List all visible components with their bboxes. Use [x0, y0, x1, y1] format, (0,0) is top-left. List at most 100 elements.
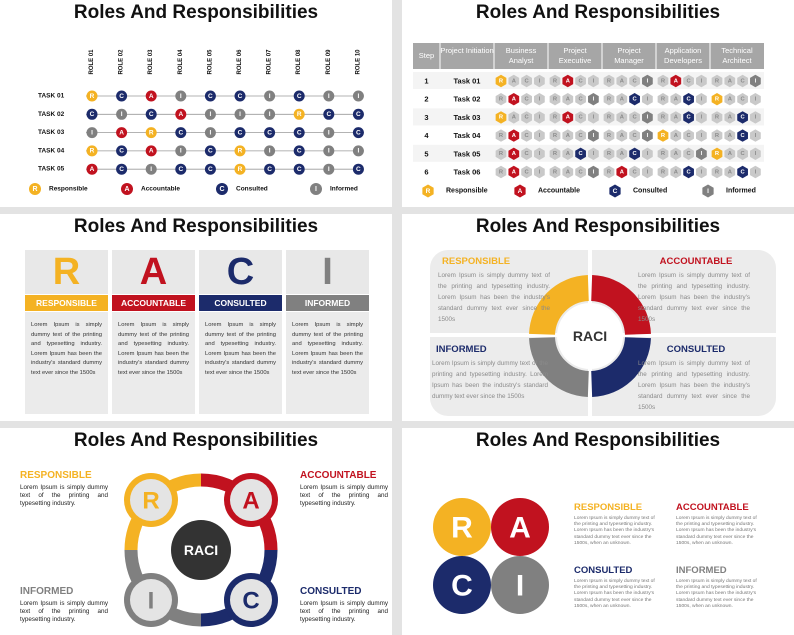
raci-letter: I [269, 148, 271, 155]
slide-graphics: RACI [430, 250, 776, 416]
raci-hex [711, 147, 723, 160]
raci-hex [521, 111, 532, 124]
raci-letter: I [328, 148, 330, 155]
raci-hex [495, 111, 507, 124]
raci-hex [616, 129, 628, 142]
label-bar [199, 295, 282, 311]
raci-dot [145, 127, 157, 139]
raci-hex [575, 93, 586, 106]
legend-dot [310, 183, 322, 195]
hex-letter: R [553, 133, 558, 139]
raci-hex [657, 147, 669, 160]
hex-letter: A [566, 97, 571, 103]
legend-hex [422, 184, 434, 198]
hex-letter: R [715, 97, 720, 103]
raci-hex [737, 165, 748, 179]
raci-hex [508, 74, 520, 88]
hex-letter: C [741, 169, 746, 175]
task-label: TASK 01 [38, 93, 65, 100]
raci-hex [521, 93, 532, 106]
raci-dot [352, 163, 364, 175]
raci-dot [204, 90, 216, 102]
raci-hex [603, 129, 615, 142]
raci-hex [750, 93, 761, 106]
block-text: Lorem Ipsum is simply dummy text of the … [300, 484, 388, 507]
hex-letter: I [755, 169, 757, 175]
raci-letter: C [178, 129, 183, 136]
ring-segment [590, 275, 651, 336]
raci-dot [175, 108, 187, 120]
role-header: ROLE 04 [178, 49, 184, 75]
hex-letter: A [728, 97, 733, 103]
hex-letter: A [620, 169, 625, 175]
text-box [25, 312, 108, 414]
hex-letter: I [647, 133, 649, 139]
letter-disc [130, 479, 172, 521]
raci-letter: C [149, 111, 154, 118]
hex-letter: R [499, 78, 504, 84]
column-text: Lorem Ipsum is simply dummy text of the … [31, 322, 102, 376]
raci-hex [521, 165, 532, 179]
hex-letter: A [512, 169, 517, 175]
raci-letter: C [267, 129, 272, 136]
block-heading: INFORMED [20, 586, 74, 597]
raci-hex [657, 74, 669, 88]
legend-letter: I [707, 188, 709, 195]
raci-dot [175, 145, 187, 157]
legend-letter: A [518, 188, 523, 195]
hex-letter: R [661, 97, 666, 103]
raci-hex [603, 147, 615, 160]
legend-letter: C [613, 188, 618, 195]
raci-letter: C [119, 93, 124, 100]
hex-letter: R [715, 78, 720, 84]
hex-letter: R [715, 115, 720, 121]
raci-dot [204, 108, 216, 120]
role-header: ROLE 10 [355, 49, 361, 75]
legend-label: Informed [330, 186, 358, 193]
hex-letter: A [566, 133, 571, 139]
column-text: Lorem Ipsum is simply dummy text of the … [118, 322, 189, 376]
hex-letter: I [755, 115, 757, 121]
raci-hex [750, 165, 761, 179]
raci-hex [657, 111, 669, 124]
task-label: TASK 02 [38, 111, 65, 118]
raci-hex [737, 147, 748, 160]
raci-dot [234, 145, 246, 157]
raci-hex [696, 147, 707, 160]
hex-letter: C [525, 133, 530, 139]
raci-letter: C [238, 93, 243, 100]
letter-box [286, 250, 369, 294]
raci-hex [508, 147, 520, 160]
raci-hex [670, 129, 682, 142]
hex-letter: I [755, 151, 757, 157]
hex-letter: I [539, 133, 541, 139]
raci-hex [696, 74, 707, 88]
center-label: RACI [573, 328, 607, 344]
hex-letter: R [661, 133, 666, 139]
raci-hex [495, 74, 507, 88]
ring-letter: C [242, 588, 259, 615]
legend-letter: R [426, 188, 431, 195]
raci-letter: I [209, 129, 211, 136]
raci-hex [549, 74, 561, 88]
raci-hex [629, 111, 640, 124]
raci-dot [145, 90, 157, 102]
center-circle [171, 520, 231, 580]
letter-circle [491, 556, 549, 614]
raci-dot [175, 163, 187, 175]
raci-hex [575, 147, 586, 160]
task-name: Task 01 [454, 77, 481, 86]
hex-letter: A [674, 115, 679, 121]
raci-hex [534, 111, 545, 124]
hex-letter: I [593, 115, 595, 121]
raci-hex [683, 111, 694, 124]
circle-letter: I [516, 570, 524, 603]
role-header: ROLE 07 [267, 49, 273, 75]
hex-letter: I [593, 169, 595, 175]
raci-hex [724, 129, 736, 142]
raci-dot [264, 163, 276, 175]
slide-graphics: ROLE 01 ROLE 02 ROLE 03 ROLE 04 ROLE 05 ROLE … [29, 49, 364, 195]
raci-letter: C [208, 93, 213, 100]
hex-letter: R [499, 97, 504, 103]
hex-letter: R [661, 78, 666, 84]
